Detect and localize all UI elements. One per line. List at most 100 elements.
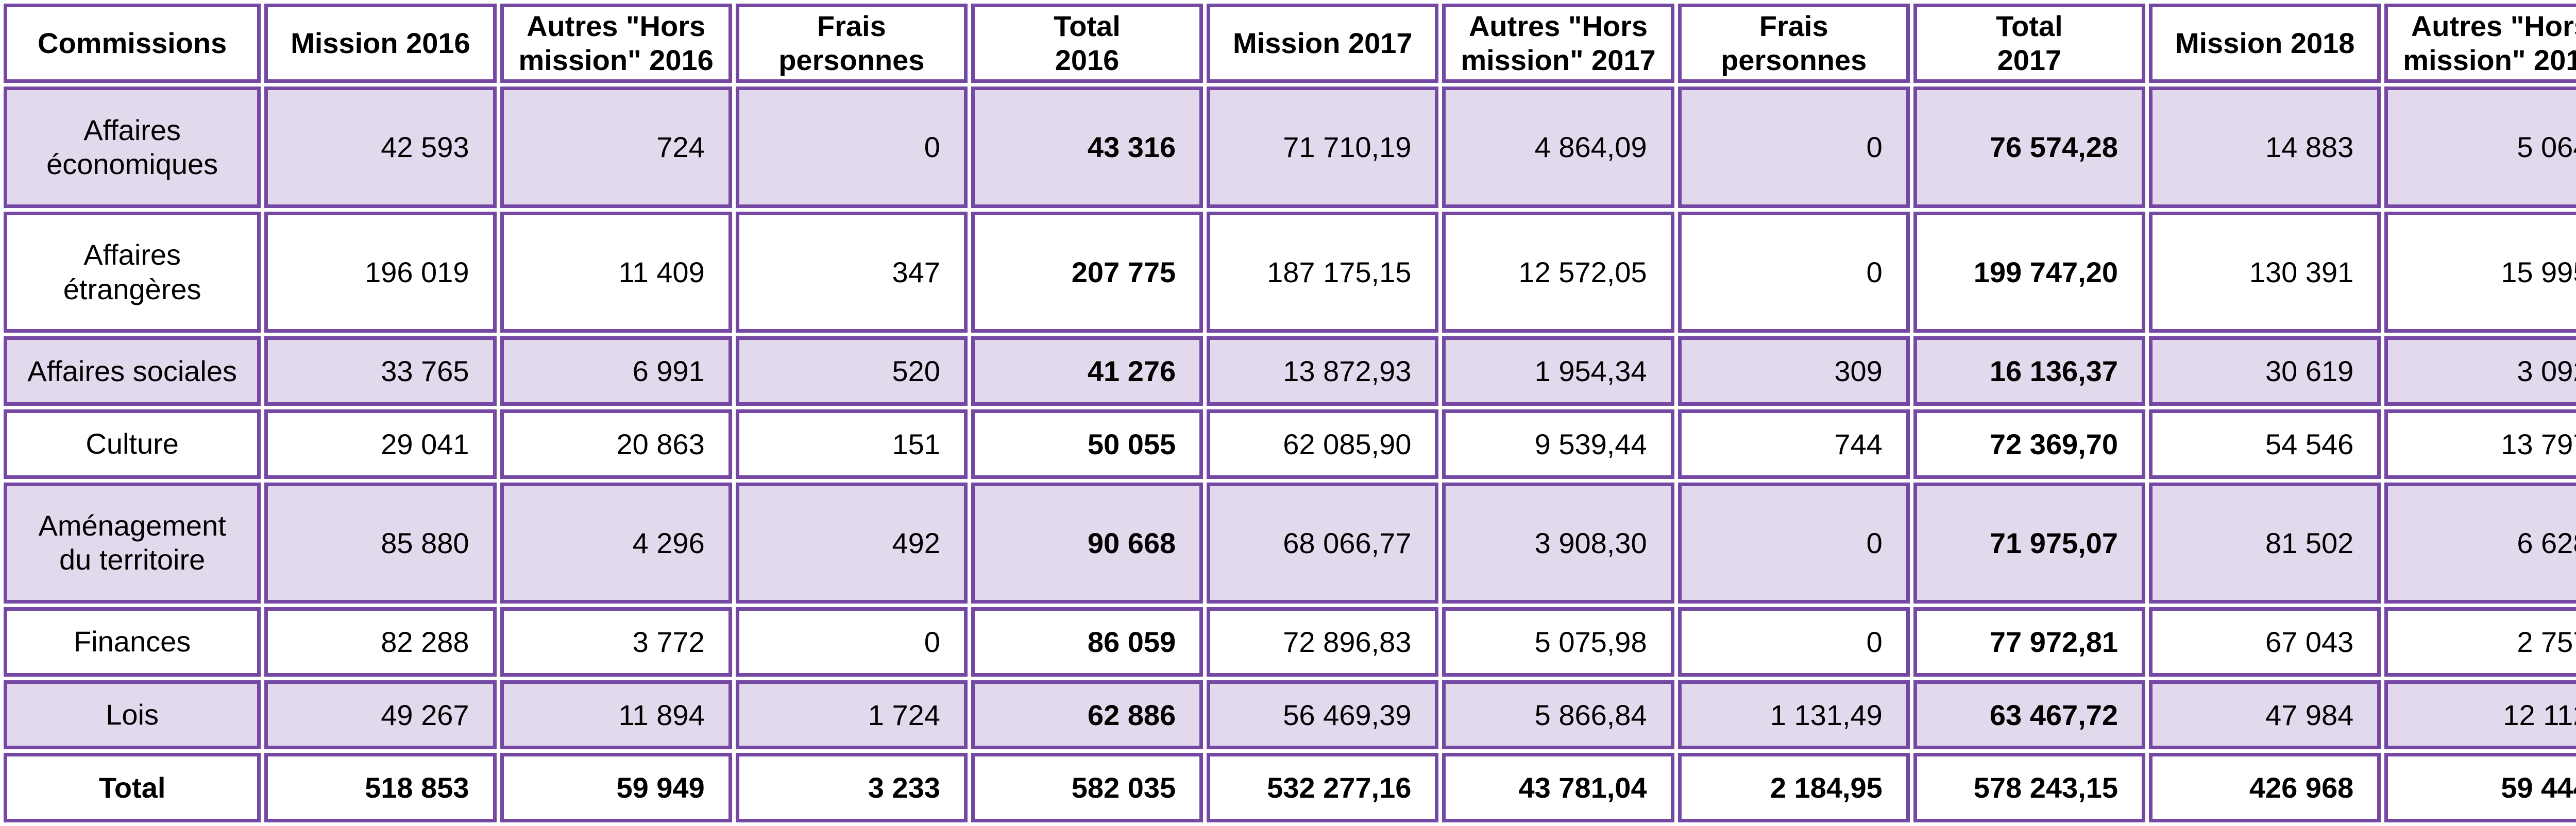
table-row-total: Total 518 853 59 949 3 233 582 035 532 277,16… — [4, 753, 2576, 822]
value-cell: 47 984 — [2149, 680, 2381, 750]
value-cell: 2 757 — [2384, 607, 2576, 677]
value-cell: 43 316 — [971, 87, 1204, 208]
value-cell: 11 409 — [500, 211, 732, 333]
row-label: Affaires étrangères — [4, 211, 261, 333]
value-cell: 5 075,98 — [1442, 607, 1674, 677]
value-cell: 81 502 — [2149, 482, 2381, 604]
value-cell: 6 628 — [2384, 482, 2576, 604]
value-cell: 15 995 — [2384, 211, 2576, 333]
value-cell: 0 — [735, 87, 968, 208]
value-cell: 196 019 — [264, 211, 497, 333]
column-header-total-2016: Total 2016 — [971, 4, 1204, 83]
value-cell: 59 949 — [500, 753, 732, 822]
value-cell: 20 863 — [500, 409, 732, 479]
table-row: Affaires étrangères 196 019 11 409 347 207 7… — [4, 211, 2576, 333]
value-cell: 30 619 — [2149, 336, 2381, 406]
value-cell: 71 710,19 — [1207, 87, 1439, 208]
table-row: Affaires sociales 33 765 6 991 520 41 276 13 … — [4, 336, 2576, 406]
column-header-mission-2018: Mission 2018 — [2149, 4, 2381, 83]
value-cell: 0 — [1677, 87, 1910, 208]
value-cell: 3 092 — [2384, 336, 2576, 406]
table-row: Affaires économiques 42 593 724 0 43 316 71 7… — [4, 87, 2576, 208]
value-cell: 6 991 — [500, 336, 732, 406]
table-row: Aménagement du territoire 85 880 4 296 492 9… — [4, 482, 2576, 604]
value-cell: 12 572,05 — [1442, 211, 1674, 333]
value-cell: 59 444 — [2384, 753, 2576, 822]
value-cell: 56 469,39 — [1207, 680, 1439, 750]
value-cell: 0 — [1677, 607, 1910, 677]
value-cell: 50 055 — [971, 409, 1204, 479]
column-header-mission-2016: Mission 2016 — [264, 4, 497, 83]
value-cell: 199 747,20 — [1913, 211, 2146, 333]
row-label: Total — [4, 753, 261, 822]
column-header-frais-2016: Frais personnes — [735, 4, 968, 83]
value-cell: 90 668 — [971, 482, 1204, 604]
value-cell: 724 — [500, 87, 732, 208]
value-cell: 9 539,44 — [1442, 409, 1674, 479]
value-cell: 42 593 — [264, 87, 497, 208]
value-cell: 13 872,93 — [1207, 336, 1439, 406]
value-cell: 187 175,15 — [1207, 211, 1439, 333]
value-cell: 5 064 — [2384, 87, 2576, 208]
column-header-total-2017: Total 2017 — [1913, 4, 2146, 83]
value-cell: 68 066,77 — [1207, 482, 1439, 604]
value-cell: 744 — [1677, 409, 1910, 479]
value-cell: 492 — [735, 482, 968, 604]
value-cell: 582 035 — [971, 753, 1204, 822]
value-cell: 41 276 — [971, 336, 1204, 406]
value-cell: 5 866,84 — [1442, 680, 1674, 750]
value-cell: 0 — [1677, 211, 1910, 333]
value-cell: 0 — [1677, 482, 1910, 604]
column-header-autres-2018: Autres "Hors mission" 2018 — [2384, 4, 2576, 83]
value-cell: 1 131,49 — [1677, 680, 1910, 750]
column-header-mission-2017: Mission 2017 — [1207, 4, 1439, 83]
value-cell: 4 864,09 — [1442, 87, 1674, 208]
column-header-autres-2017: Autres "Hors mission" 2017 — [1442, 4, 1674, 83]
value-cell: 63 467,72 — [1913, 680, 2146, 750]
column-header-commissions: Commissions — [4, 4, 261, 83]
value-cell: 3 908,30 — [1442, 482, 1674, 604]
value-cell: 29 041 — [264, 409, 497, 479]
table-row: Culture 29 041 20 863 151 50 055 62 085,90 9 5… — [4, 409, 2576, 479]
value-cell: 33 765 — [264, 336, 497, 406]
value-cell: 62 886 — [971, 680, 1204, 750]
value-cell: 62 085,90 — [1207, 409, 1439, 479]
value-cell: 77 972,81 — [1913, 607, 2146, 677]
value-cell: 3 233 — [735, 753, 968, 822]
value-cell: 4 296 — [500, 482, 732, 604]
value-cell: 82 288 — [264, 607, 497, 677]
row-label: Affaires sociales — [4, 336, 261, 406]
value-cell: 207 775 — [971, 211, 1204, 333]
table-body: Affaires économiques 42 593 724 0 43 316 71 7… — [4, 87, 2576, 822]
row-label: Culture — [4, 409, 261, 479]
column-header-frais-2017: Frais personnes — [1677, 4, 1910, 83]
value-cell: 54 546 — [2149, 409, 2381, 479]
table-row: Lois 49 267 11 894 1 724 62 886 56 469,39 5 86… — [4, 680, 2576, 750]
row-label: Finances — [4, 607, 261, 677]
value-cell: 347 — [735, 211, 968, 333]
value-cell: 578 243,15 — [1913, 753, 2146, 822]
value-cell: 426 968 — [2149, 753, 2381, 822]
value-cell: 309 — [1677, 336, 1910, 406]
value-cell: 49 267 — [264, 680, 497, 750]
value-cell: 14 883 — [2149, 87, 2381, 208]
value-cell: 72 896,83 — [1207, 607, 1439, 677]
value-cell: 11 894 — [500, 680, 732, 750]
row-label: Affaires économiques — [4, 87, 261, 208]
value-cell: 43 781,04 — [1442, 753, 1674, 822]
value-cell: 12 112 — [2384, 680, 2576, 750]
value-cell: 3 772 — [500, 607, 732, 677]
value-cell: 2 184,95 — [1677, 753, 1910, 822]
table-row: Finances 82 288 3 772 0 86 059 72 896,83 5 075… — [4, 607, 2576, 677]
row-label: Lois — [4, 680, 261, 750]
value-cell: 0 — [735, 607, 968, 677]
row-label: Aménagement du territoire — [4, 482, 261, 604]
value-cell: 532 277,16 — [1207, 753, 1439, 822]
value-cell: 76 574,28 — [1913, 87, 2146, 208]
value-cell: 86 059 — [971, 607, 1204, 677]
value-cell: 71 975,07 — [1913, 482, 2146, 604]
value-cell: 520 — [735, 336, 968, 406]
value-cell: 130 391 — [2149, 211, 2381, 333]
value-cell: 151 — [735, 409, 968, 479]
